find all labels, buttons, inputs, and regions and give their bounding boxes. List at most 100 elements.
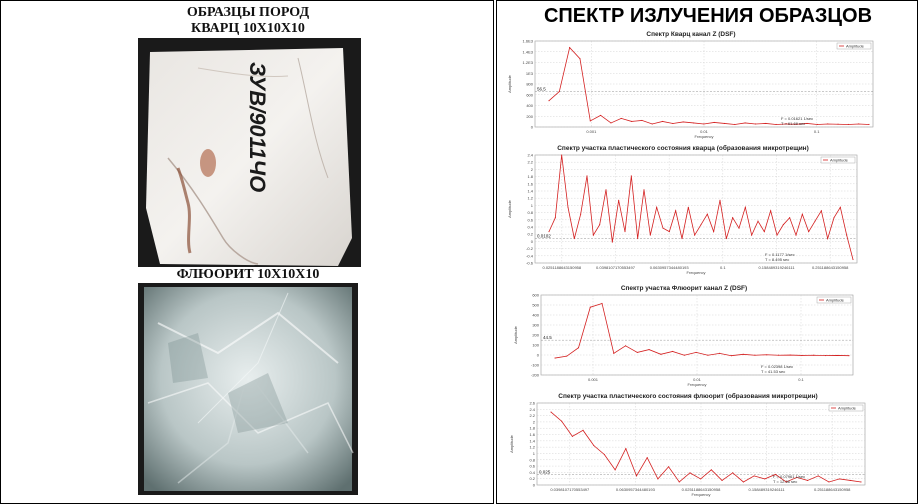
legend-box <box>816 296 852 304</box>
data-point <box>589 306 591 308</box>
data-point <box>777 354 779 356</box>
y-axis-label: Amplitude <box>507 199 512 218</box>
x-tick-label: 0.001 <box>586 129 597 134</box>
y-tick-label: 1.2E3 <box>523 60 534 65</box>
series-line <box>550 411 862 483</box>
data-point <box>846 234 848 236</box>
y-tick-label: 300 <box>532 323 539 328</box>
data-point <box>796 476 798 478</box>
y-tick-label: 1.4 <box>529 438 535 443</box>
data-point <box>766 354 768 356</box>
y-tick-label: 500 <box>532 303 539 308</box>
cursor-readout: T = 41.53 sec <box>761 369 785 374</box>
data-point <box>814 220 816 222</box>
y-tick-label: 600 <box>532 293 539 298</box>
data-point <box>695 351 697 353</box>
data-point <box>795 234 797 236</box>
data-point <box>635 475 638 477</box>
data-point <box>796 123 798 125</box>
cursor-readout: T = 8.495 sec <box>765 257 789 262</box>
data-point <box>694 234 696 236</box>
data-point <box>614 469 616 471</box>
x-axis-label: Frequency <box>687 270 706 275</box>
data-point <box>820 210 822 212</box>
y-tick-label: -0.4 <box>526 253 534 258</box>
fluorite-photo-drawing <box>138 283 358 495</box>
data-point <box>682 121 684 123</box>
y-tick-label: 400 <box>526 103 533 108</box>
data-point <box>646 457 648 459</box>
data-point <box>600 114 602 116</box>
data-point <box>605 189 607 191</box>
data-point <box>548 231 550 233</box>
data-point <box>611 241 613 243</box>
data-point <box>782 224 784 226</box>
data-point <box>774 473 777 475</box>
y-tick-label: 600 <box>526 92 533 97</box>
cursor-readout: T = 61.69 sec <box>781 121 805 126</box>
y-tick-label: 1 <box>531 203 534 208</box>
data-point <box>661 120 664 122</box>
y-tick-label: 2.6 <box>529 401 535 406</box>
y-tick-label: 0 <box>537 353 540 358</box>
y-tick-label: 0.4 <box>529 470 535 475</box>
series-line <box>554 302 850 359</box>
data-point <box>813 354 815 356</box>
x-tick-label: 0.0398107170553497 <box>550 487 590 492</box>
legend-box <box>828 404 864 412</box>
chart-3-plot: 600 500 400 300 200 100 0 -100 -200 0.001 0.01 0.1 F… <box>513 293 854 387</box>
data-point <box>625 448 627 450</box>
data-point <box>849 479 851 481</box>
data-point <box>770 210 772 212</box>
y-tick-label: 2.2 <box>529 413 535 418</box>
data-point <box>675 210 677 212</box>
data-point <box>789 217 791 219</box>
y-axis-label: Amplitude <box>507 74 512 93</box>
fluorite-sample-photo <box>138 283 358 495</box>
data-point <box>738 227 740 229</box>
data-point <box>732 217 734 219</box>
data-point <box>725 238 727 240</box>
data-point <box>789 354 791 356</box>
legend-box <box>836 42 872 50</box>
data-point <box>808 231 810 233</box>
x-tick-label: 0.158489319246111 <box>749 487 786 492</box>
x-tick-label: 0.251188643150958 <box>812 265 849 270</box>
cursor-readout: F = 0.1177 1/sec <box>765 252 795 257</box>
y-tick-label: 0.2 <box>527 232 533 237</box>
cursor-readout: F = 0.02398 1/sec <box>761 364 793 369</box>
data-point <box>672 350 674 353</box>
data-point <box>681 238 683 240</box>
data-point <box>723 122 726 125</box>
x-tick-label: 0.0630957344480193 <box>616 487 656 492</box>
quartz-sample-title: КВАРЦ 10Х10Х10 <box>191 21 305 36</box>
data-point <box>785 123 787 125</box>
x-axis-label: Frequency <box>692 492 711 497</box>
y-tick-label: 400 <box>532 313 539 318</box>
y-tick-label: 1.8 <box>529 426 535 431</box>
y-tick-label: -0.2 <box>526 246 534 251</box>
data-point <box>817 475 819 477</box>
data-point <box>847 123 849 126</box>
data-point <box>765 122 767 125</box>
data-point <box>668 231 670 233</box>
x-tick-label: 0.251188643150958 <box>814 487 851 492</box>
x-tick-label: 0.1 <box>814 129 820 134</box>
y-tick-label: 1E3 <box>526 71 534 76</box>
data-point <box>610 122 612 124</box>
y-tick-label: 2.2 <box>527 160 533 165</box>
threshold-label: 0.025 <box>539 469 551 474</box>
chart-2-plot: 2.4 2.2 2 1.8 1.6 1.4 1.2 1 0.8 0.6 0.4 0.2 0 -0.2 -0.… <box>507 153 858 275</box>
y-tick-label: 0.6 <box>529 464 535 469</box>
y-tick-label: 2.4 <box>527 153 533 158</box>
data-point <box>561 420 563 422</box>
data-point <box>569 47 571 49</box>
data-point <box>636 351 638 353</box>
data-point <box>586 175 588 177</box>
chart-1-title: Спектр Кварц канал Z (DSF) <box>646 31 736 38</box>
legend-box <box>820 156 856 164</box>
data-point <box>868 123 870 126</box>
data-point <box>554 217 556 219</box>
chart-3: Спектр участка Флюорит канал Z (DSF) 600… <box>511 285 857 391</box>
cursor-readout: F = 0.01621 1/sec <box>781 116 813 121</box>
